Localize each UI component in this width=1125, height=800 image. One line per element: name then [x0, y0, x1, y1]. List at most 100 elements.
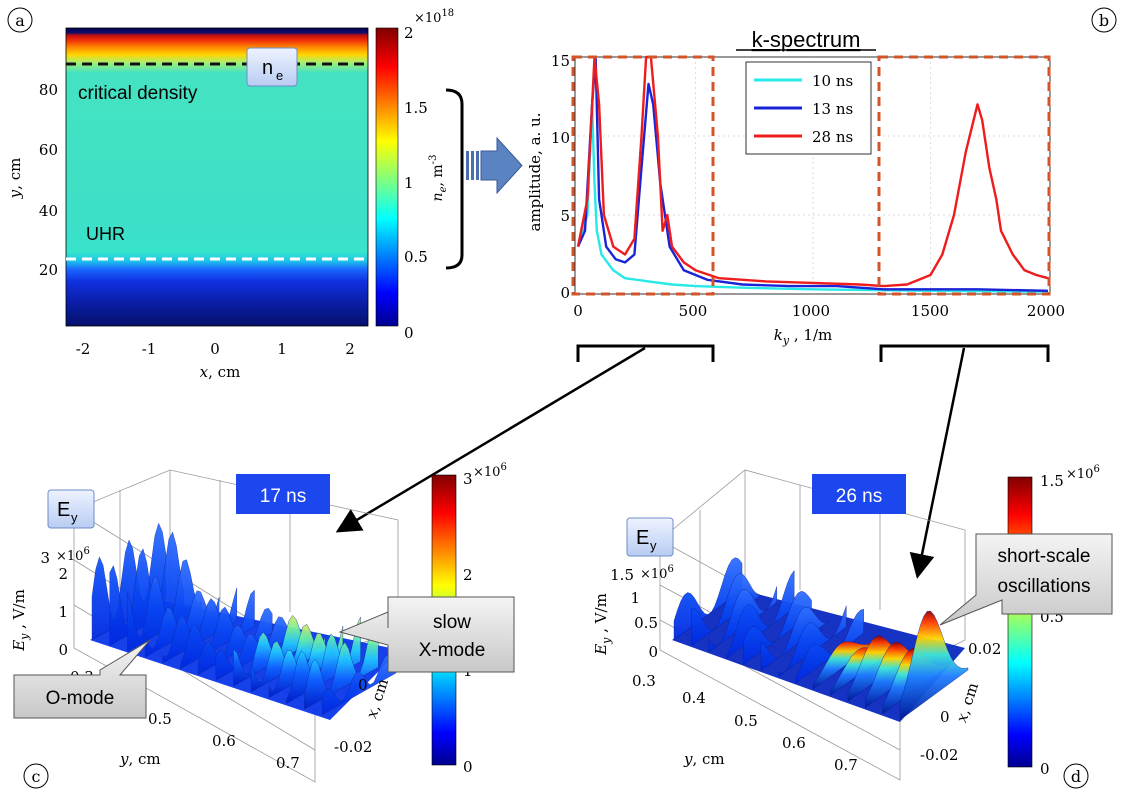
x-axis-b: 0 500 1000 1500 2000: [573, 302, 1065, 320]
svg-text:Ey , V/m: Ey , V/m: [592, 593, 613, 656]
surface-ridge-d: [673, 557, 743, 641]
svg-text:e: e: [276, 68, 283, 83]
svg-text:oscillations: oscillations: [998, 576, 1091, 597]
svg-text:0: 0: [940, 708, 950, 726]
y-axis-a: 20 40 60 80: [39, 81, 58, 279]
z-exponent-d: ×106: [640, 564, 674, 582]
svg-text:1.5: 1.5: [404, 99, 428, 117]
surface-d: [672, 557, 969, 722]
svg-text:slow: slow: [433, 612, 471, 633]
svg-text:-1: -1: [142, 340, 157, 358]
svg-text:amplitude, a. u.: amplitude, a. u.: [526, 113, 544, 232]
svg-text:y, cm: y, cm: [6, 158, 24, 200]
callout-o-mode: O-mode: [13, 639, 151, 719]
arrow-to-panel-c: [335, 346, 646, 533]
colorbar-a: [375, 27, 399, 327]
svg-text:1: 1: [58, 603, 68, 621]
svg-text:0: 0: [358, 676, 368, 694]
y-axis-b: 0 5 10 15: [551, 52, 570, 302]
svg-text:0: 0: [560, 284, 570, 302]
svg-text:60: 60: [39, 141, 58, 159]
y-axis-label-b: amplitude, a. u.: [526, 113, 544, 232]
svg-text:0.02: 0.02: [968, 640, 1001, 658]
svg-text:1000: 1000: [792, 302, 830, 320]
svg-text:1.5: 1.5: [610, 566, 634, 584]
spectrum-legend: 10 ns 13 ns 28 ns: [745, 61, 872, 155]
x-axis-label-a: x, cm: [200, 363, 241, 381]
surface-ridge-d: [899, 610, 969, 721]
colorbar-d: [1007, 476, 1033, 768]
svg-text:b: b: [1099, 11, 1109, 30]
panel-letter-c: c: [23, 763, 49, 789]
callout-slow-x-mode: slow X-mode: [338, 596, 515, 673]
svg-text:2: 2: [463, 566, 473, 584]
surface-ridge-c: [109, 531, 184, 647]
svg-text:Ey , V/m: Ey , V/m: [10, 589, 31, 652]
colorbar-c-exponent: ×106: [473, 462, 507, 480]
panel-b: b k-spectrum 10 ns 13 ns 28 ns 0 5 10 15…: [526, 7, 1117, 362]
svg-text:-2: -2: [76, 340, 91, 358]
svg-text:0.3: 0.3: [632, 672, 656, 690]
svg-text:1: 1: [630, 589, 640, 607]
surface-ridge-c: [180, 589, 255, 670]
svg-text:0.4: 0.4: [682, 689, 706, 707]
time-label-d: 26 ns: [812, 474, 906, 514]
time-label-c: 17 ns: [236, 474, 330, 514]
highlight-low-k: [571, 55, 715, 296]
svg-text:short-scale: short-scale: [998, 546, 1091, 567]
critical-density-label: critical density: [78, 83, 198, 104]
ey-label-box-d: E y: [626, 517, 674, 557]
svg-text:17 ns: 17 ns: [260, 486, 306, 507]
svg-text:3: 3: [40, 549, 50, 567]
svg-text:80: 80: [39, 81, 58, 99]
svg-text:E: E: [57, 499, 70, 521]
svg-text:15: 15: [551, 52, 570, 70]
svg-text:2: 2: [404, 24, 414, 42]
svg-text:0.6: 0.6: [782, 734, 806, 752]
colorbar-a-ticks: 0 0.5 1 1.5 2: [404, 24, 428, 342]
bracket-high-k: [879, 344, 1050, 362]
legend-entry-28ns: 28 ns: [812, 128, 853, 146]
svg-text:3: 3: [463, 470, 473, 488]
ey-label-box-c: E y: [47, 489, 95, 529]
svg-text:5: 5: [560, 207, 570, 225]
bracket-a: [445, 88, 464, 270]
svg-text:y: y: [71, 510, 78, 525]
panel-letter-d: d: [1063, 763, 1089, 789]
svg-text:X-mode: X-mode: [419, 640, 486, 661]
svg-text:1.5: 1.5: [1040, 472, 1064, 490]
y-axis-label-a: y, cm: [6, 158, 24, 200]
svg-text:0: 0: [210, 340, 220, 358]
panel-c: 0 1 2 3 ×106 Ey , V/m 0.3 0.5 0.6 0.7 y,…: [10, 462, 515, 789]
svg-text:1: 1: [277, 340, 287, 358]
density-heatmap: [66, 28, 368, 326]
y-axis-label-d: y, cm: [683, 750, 725, 768]
svg-text:0: 0: [648, 643, 658, 661]
x-axis-label-d: x, cm: [952, 680, 982, 724]
surface-ridge-c: [286, 617, 361, 704]
z-axis-label-d: Ey , V/m: [592, 593, 613, 656]
svg-text:-0.02: -0.02: [920, 746, 958, 764]
svg-text:2000: 2000: [1027, 302, 1065, 320]
block-arrow-a-to-b: [466, 136, 523, 195]
svg-text:y: y: [650, 538, 657, 553]
svg-text:1: 1: [404, 174, 414, 192]
svg-text:0.5: 0.5: [734, 712, 758, 730]
series-line-28ns: [576, 55, 1049, 288]
svg-text:0.5: 0.5: [148, 710, 172, 728]
callout-short-scale: short-scale oscillations: [939, 533, 1113, 626]
colorbar-a-label: ne, m-3: [428, 155, 449, 202]
svg-text:26 ns: 26 ns: [836, 486, 882, 507]
svg-text:10: 10: [551, 129, 570, 147]
svg-text:0.7: 0.7: [834, 756, 858, 774]
heatmap-frame: [65, 27, 369, 327]
svg-text:2: 2: [345, 340, 355, 358]
x-axis-c: 0 -0.02: [334, 676, 372, 756]
x-axis-d: 0.02 0 -0.02: [920, 640, 1001, 764]
colorbar-d-ticks: 0 0.5 1.5: [1040, 472, 1064, 778]
svg-text:x, cm: x, cm: [952, 680, 982, 724]
svg-text:n: n: [262, 57, 273, 79]
surface-ridge-c: [162, 587, 237, 664]
